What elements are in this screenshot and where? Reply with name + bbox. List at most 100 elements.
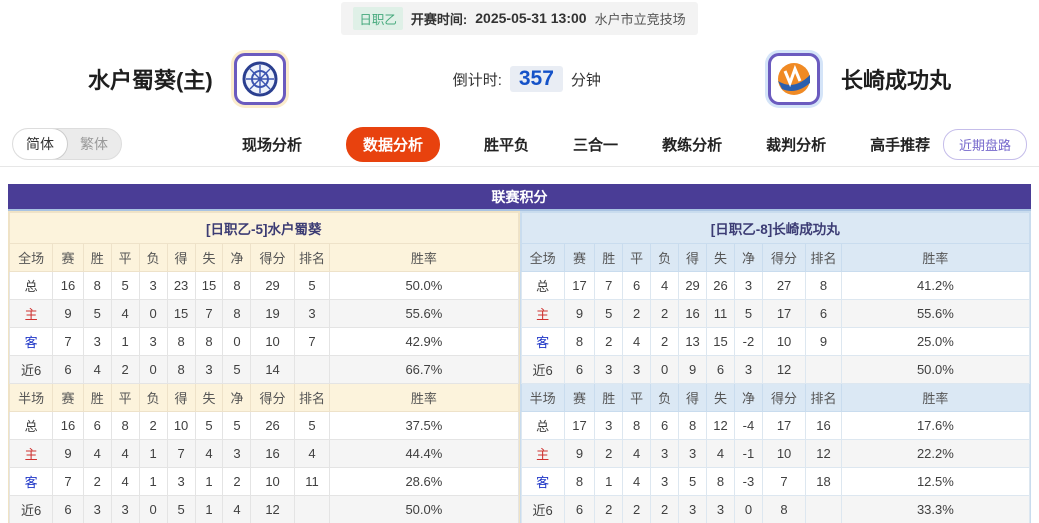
kickoff-time: 2025-05-31 13:00: [475, 10, 587, 26]
row-label: 近6: [520, 495, 565, 523]
col-header: 得分: [250, 243, 295, 272]
stat-cell: 8: [110, 411, 140, 440]
stat-cell: 17: [563, 411, 596, 440]
stat-cell: 3: [293, 299, 331, 328]
stat-cell: 9: [563, 439, 596, 468]
table-row: 客 7 3 1 3 8 8 0 10 7 42.9%: [8, 327, 519, 356]
stat-cell: 2: [622, 495, 652, 523]
scope-header: 半场: [8, 383, 54, 412]
stat-cell: 12.5%: [840, 467, 1031, 496]
table-row: 客 8 1 4 3 5 8 -3 7 18 12.5%: [520, 467, 1031, 496]
stat-cell: 8: [194, 327, 224, 356]
stat-cell: 3: [594, 411, 624, 440]
countdown-label: 倒计时:: [452, 71, 502, 89]
stat-cell: 10: [250, 467, 295, 496]
scope-header: 全场: [520, 243, 565, 272]
stat-cell: 15: [706, 327, 735, 356]
table-row: 总 17 3 8 6 8 12 -4 17 16 17.6%: [520, 411, 1031, 440]
stat-cell: 10: [166, 411, 196, 440]
away-team-group: 长崎成功丸: [764, 50, 951, 108]
col-header: 胜率: [329, 243, 519, 272]
scope-header: 半场: [520, 383, 565, 412]
col-header: 排名: [805, 243, 842, 272]
stat-cell: 3: [678, 495, 708, 523]
away-team-name: 长崎成功丸: [840, 68, 951, 93]
home-team-name: 水户蜀葵(主): [88, 68, 213, 93]
stat-cell: 5: [194, 411, 224, 440]
tab-胜平负[interactable]: 胜平负: [484, 136, 530, 154]
stat-cell: 3: [706, 495, 735, 523]
col-header: 排名: [293, 383, 331, 412]
col-header: 失: [706, 243, 735, 272]
language-toggle: 简体 繁体: [12, 128, 122, 160]
stat-cell: 3: [82, 495, 112, 523]
row-label: 主: [520, 299, 565, 328]
tab-数据分析[interactable]: 数据分析: [346, 126, 441, 162]
table-row: 主 9 5 2 2 16 11 5 17 6 55.6%: [520, 299, 1031, 328]
stat-cell: 17: [761, 299, 807, 328]
stat-cell: 7: [293, 327, 331, 356]
venue-name: 水户市立竞技场: [594, 11, 686, 27]
col-header: 赛: [563, 243, 596, 272]
stat-cell: 5: [222, 355, 252, 384]
tab-三合一[interactable]: 三合一: [573, 136, 619, 154]
stat-cell: 8: [761, 495, 807, 523]
stat-cell: 13: [678, 327, 708, 356]
lang-traditional-button[interactable]: 繁体: [80, 136, 108, 152]
stat-cell: 5: [594, 299, 624, 328]
stat-cell: 44.4%: [329, 439, 519, 468]
col-header: 赛: [563, 383, 596, 412]
stat-cell: 6: [52, 495, 84, 523]
stat-cell: 2: [622, 299, 652, 328]
lang-simplified-button[interactable]: 简体: [13, 129, 68, 159]
tab-现场分析[interactable]: 现场分析: [242, 136, 303, 154]
stat-cell: 5: [293, 411, 331, 440]
stat-cell: 5: [222, 411, 252, 440]
away-team-logo-icon: [764, 50, 823, 108]
stat-cell: 9: [52, 299, 84, 328]
stat-cell: 26: [250, 411, 295, 440]
stat-cell: 3: [733, 355, 763, 384]
stat-cell: 3: [733, 271, 763, 300]
stat-cell: 29: [678, 271, 708, 300]
scope-header: 全场: [8, 243, 54, 272]
home-stats-table: [日职乙-5]水户蜀葵 全场赛胜平负得失净得分 排名 胜率 总 16 8 5 3 23 15 8 2…: [8, 211, 520, 523]
col-header: 排名: [293, 243, 331, 272]
col-header: 得: [166, 383, 196, 412]
stat-cell: 3: [166, 467, 196, 496]
row-label: 客: [520, 467, 565, 496]
stat-cell: 8: [222, 271, 252, 300]
stat-cell: 5: [110, 271, 140, 300]
table-row: 总 16 8 5 3 23 15 8 29 5 50.0%: [8, 271, 519, 300]
stat-cell: [805, 495, 842, 523]
recent-trend-button[interactable]: 近期盘路: [942, 128, 1027, 160]
tab-裁判分析[interactable]: 裁判分析: [766, 136, 827, 154]
stat-cell: 4: [650, 271, 680, 300]
row-label: 客: [8, 327, 54, 356]
stat-cell: 2: [650, 327, 680, 356]
row-label: 主: [8, 439, 54, 468]
row-label: 近6: [8, 495, 54, 523]
stat-cell: 8: [82, 271, 112, 300]
countdown-value: 357: [509, 66, 563, 92]
tab-高手推荐[interactable]: 高手推荐: [870, 136, 931, 154]
stat-cell: 5: [166, 495, 196, 523]
stat-cell: 12: [250, 495, 295, 523]
stat-cell: 4: [622, 439, 652, 468]
tab-教练分析[interactable]: 教练分析: [662, 136, 723, 154]
stat-cell: 2: [110, 355, 140, 384]
table-row: 客 7 2 4 1 3 1 2 10 11 28.6%: [8, 467, 519, 496]
stat-cell: 6: [650, 411, 680, 440]
stat-cell: 11: [706, 299, 735, 328]
away-section-title: [日职乙-8]长崎成功丸: [520, 212, 1030, 244]
stat-cell: 1: [138, 439, 168, 468]
table-row: 总 17 7 6 4 29 26 3 27 8 41.2%: [520, 271, 1031, 300]
col-header: 排名: [805, 383, 842, 412]
table-row: 客 8 2 4 2 13 15 -2 10 9 25.0%: [520, 327, 1031, 356]
stat-cell: 7: [166, 439, 196, 468]
top-info-strip: 日职乙 开赛时间: 2025-05-31 13:00 水户市立竞技场: [0, 0, 1039, 36]
stat-cell: -4: [733, 411, 763, 440]
stat-cell: 5: [82, 299, 112, 328]
stat-cell: 2: [138, 411, 168, 440]
row-label: 客: [8, 467, 54, 496]
